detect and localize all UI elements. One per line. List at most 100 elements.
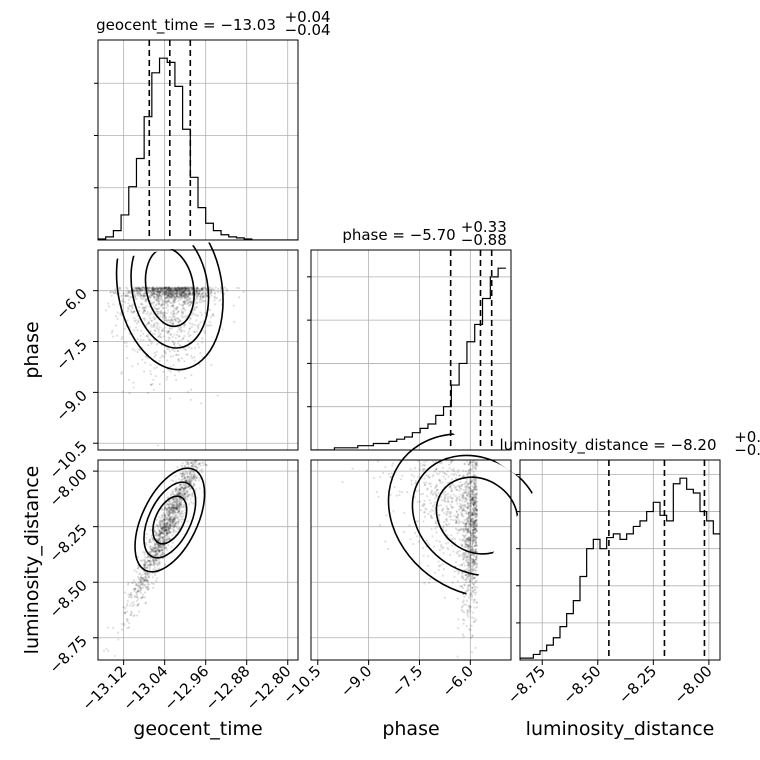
sample-point	[474, 558, 478, 561]
sample-point	[171, 501, 175, 504]
sample-point	[175, 294, 178, 298]
sample-point	[440, 543, 443, 546]
sample-point	[465, 478, 469, 481]
sample-point	[468, 606, 471, 609]
sample-point	[185, 494, 188, 498]
sample-point	[161, 553, 164, 556]
sample-point	[199, 294, 202, 297]
sample-point	[149, 340, 152, 343]
sample-point	[143, 596, 147, 599]
sample-point	[217, 411, 219, 413]
sample-point	[171, 300, 175, 303]
sample-point	[197, 293, 200, 296]
sample-point	[168, 507, 172, 511]
sample-point	[409, 467, 412, 471]
sample-point	[179, 488, 182, 491]
sample-point	[141, 288, 144, 291]
sample-point	[187, 286, 190, 289]
sample-point	[470, 553, 473, 556]
sample-point	[142, 294, 145, 297]
sample-point	[167, 332, 170, 335]
sample-point	[138, 287, 141, 290]
sample-point	[183, 493, 186, 496]
sample-point	[182, 490, 185, 493]
sample-point	[177, 518, 180, 522]
sample-point	[423, 464, 426, 467]
sample-point	[160, 549, 163, 552]
sample-point	[433, 430, 435, 432]
sample-point	[182, 287, 185, 290]
sample-point	[152, 378, 155, 381]
sample-point	[202, 446, 204, 448]
sample-point	[202, 295, 205, 298]
sample-point	[172, 520, 175, 524]
sample-point	[461, 513, 464, 516]
sample-point	[157, 543, 160, 546]
sample-point	[200, 287, 204, 290]
sample-point	[191, 294, 194, 297]
sample-point	[173, 523, 176, 527]
sample-point	[433, 454, 435, 456]
sample-point	[471, 532, 475, 536]
sample-point	[176, 507, 179, 510]
sample-point	[155, 548, 159, 551]
sample-point	[161, 307, 165, 310]
y-tick-label-luminosity_distance: −8.75	[46, 632, 91, 677]
sample-point	[159, 520, 163, 523]
sample-point	[185, 353, 188, 356]
sample-point	[163, 302, 166, 305]
sample-point	[472, 533, 475, 536]
sample-point	[153, 544, 157, 547]
sample-point	[468, 563, 471, 567]
sample-point	[190, 477, 193, 480]
sample-point	[200, 402, 203, 405]
sample-point	[130, 610, 133, 613]
sample-point	[134, 587, 137, 591]
sample-point	[462, 493, 465, 496]
sample-point	[181, 470, 185, 474]
sample-point	[467, 463, 470, 466]
sample-point	[195, 290, 198, 293]
sample-point	[463, 438, 465, 440]
sample-point	[164, 296, 167, 299]
sample-point	[171, 289, 174, 292]
sample-point	[184, 465, 187, 468]
sample-point	[470, 511, 474, 515]
sample-point	[469, 548, 472, 551]
sample-point	[139, 580, 143, 583]
sample-point	[470, 511, 474, 514]
sample-point	[470, 562, 473, 565]
sample-point	[423, 511, 426, 514]
sample-point	[147, 287, 150, 290]
sample-point	[181, 493, 184, 496]
sample-point	[469, 461, 472, 464]
sample-point	[177, 310, 180, 313]
sample-point	[451, 439, 453, 441]
sample-point	[470, 498, 473, 501]
sample-point	[135, 584, 138, 587]
sample-point	[411, 428, 413, 430]
sample-point	[471, 496, 475, 499]
sample-point	[461, 496, 464, 499]
sample-point	[182, 288, 185, 291]
sample-point	[158, 294, 161, 297]
sample-point	[470, 526, 473, 529]
sample-point	[465, 556, 468, 559]
sample-point	[124, 606, 127, 610]
scatter-geocent_time-luminosity_distance	[102, 411, 219, 658]
sample-point	[452, 493, 455, 496]
sample-point	[398, 490, 401, 493]
sample-point	[169, 522, 172, 525]
sample-point	[150, 548, 153, 551]
sample-point	[471, 497, 474, 500]
sample-point	[425, 488, 429, 491]
sample-point	[137, 582, 140, 585]
sample-point	[474, 536, 478, 539]
sample-point	[185, 289, 188, 292]
sample-point	[166, 331, 169, 334]
sample-point	[214, 434, 216, 436]
sample-point	[466, 564, 470, 567]
sample-point	[168, 509, 171, 512]
sample-point	[442, 568, 446, 571]
sample-point	[470, 554, 473, 557]
